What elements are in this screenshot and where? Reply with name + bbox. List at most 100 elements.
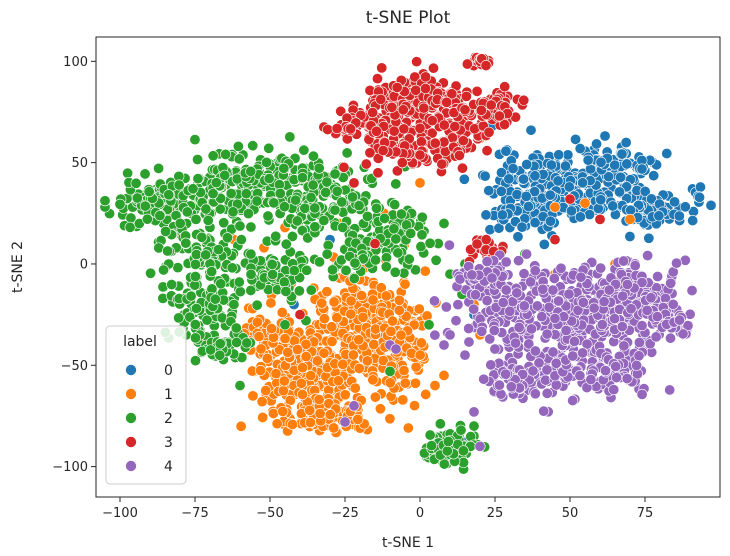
scatter-point — [187, 183, 199, 195]
scatter-point — [652, 271, 664, 283]
scatter-point — [214, 203, 226, 215]
scatter-point — [307, 179, 319, 191]
scatter-point — [99, 195, 111, 207]
scatter-point — [521, 248, 533, 260]
scatter-point — [461, 58, 473, 70]
scatter-point — [633, 350, 645, 362]
scatter-point — [294, 309, 306, 321]
scatter-point — [434, 418, 446, 430]
scatter-point — [570, 133, 582, 145]
scatter-point — [414, 177, 426, 189]
scatter-point — [200, 249, 212, 261]
scatter-point — [280, 285, 292, 297]
scatter-point — [664, 332, 676, 344]
scatter-point — [441, 96, 453, 108]
scatter-point — [415, 337, 427, 349]
scatter-point — [266, 323, 278, 335]
legend-marker-2 — [125, 412, 137, 424]
scatter-point — [389, 199, 401, 211]
scatter-point — [500, 284, 512, 296]
scatter-point — [480, 60, 492, 72]
scatter-point — [297, 362, 309, 374]
scatter-point — [397, 104, 409, 116]
scatter-point — [673, 210, 685, 222]
scatter-point — [153, 162, 165, 174]
scatter-point — [377, 145, 389, 157]
scatter-point — [374, 403, 386, 415]
scatter-point — [438, 369, 450, 381]
scatter-point — [379, 212, 391, 224]
scatter-point — [380, 261, 392, 273]
scatter-point — [694, 181, 706, 193]
scatter-point — [257, 411, 269, 423]
scatter-point — [603, 171, 615, 183]
y-tick-label: 50 — [71, 156, 88, 171]
scatter-point — [665, 277, 677, 289]
scatter-point — [399, 278, 411, 290]
scatter-point — [549, 201, 561, 213]
scatter-point — [621, 279, 633, 291]
scatter-point — [337, 358, 349, 370]
scatter-point — [189, 318, 201, 330]
scatter-point — [341, 147, 353, 159]
scatter-point — [429, 329, 441, 341]
scatter-point — [549, 312, 561, 324]
scatter-point — [158, 264, 170, 276]
scatter-point — [480, 234, 492, 246]
scatter-point — [584, 209, 596, 221]
scatter-point — [189, 258, 201, 270]
scatter-point — [210, 177, 222, 189]
scatter-point — [529, 265, 541, 277]
scatter-point — [245, 284, 257, 296]
scatter-point — [648, 170, 660, 182]
scatter-point — [384, 413, 396, 425]
scatter-point — [595, 156, 607, 168]
scatter-point — [190, 249, 202, 261]
scatter-point — [395, 329, 407, 341]
scatter-point — [415, 241, 427, 253]
scatter-point — [438, 458, 450, 470]
scatter-point — [671, 257, 683, 269]
legend-marker-4 — [125, 460, 137, 472]
scatter-point — [124, 221, 136, 233]
scatter-point — [661, 148, 673, 160]
scatter-point — [290, 194, 302, 206]
scatter-point — [130, 177, 142, 189]
scatter-point — [278, 201, 290, 213]
y-axis-ticks: −100 −50 0 50 100 — [52, 55, 96, 475]
scatter-point — [443, 239, 455, 251]
scatter-point — [423, 319, 435, 331]
scatter-point — [234, 286, 246, 298]
scatter-point — [371, 202, 383, 214]
scatter-point — [585, 373, 597, 385]
scatter-point — [664, 384, 676, 396]
scatter-point — [279, 319, 291, 331]
scatter-point — [550, 357, 562, 369]
scatter-point — [218, 217, 230, 229]
scatter-point — [405, 227, 417, 239]
scatter-point — [440, 301, 452, 313]
scatter-point — [479, 170, 491, 182]
scatter-point — [313, 394, 325, 406]
scatter-point — [531, 300, 543, 312]
scatter-point — [316, 297, 328, 309]
scatter-point — [449, 121, 461, 133]
scatter-point — [414, 122, 426, 134]
scatter-point — [256, 396, 268, 408]
scatter-point — [352, 413, 364, 425]
scatter-point — [181, 206, 193, 218]
scatter-point — [616, 148, 628, 160]
scatter-point — [263, 142, 275, 154]
scatter-point — [471, 85, 483, 97]
scatter-point — [276, 306, 288, 318]
x-tick-label: −25 — [331, 506, 358, 521]
scatter-point — [227, 206, 239, 218]
scatter-point — [457, 445, 469, 457]
legend-label-2: 2 — [164, 411, 173, 427]
scatter-point — [555, 262, 567, 274]
scatter-point — [385, 325, 397, 337]
scatter-point — [521, 159, 533, 171]
scatter-point — [621, 158, 633, 170]
scatter-point — [442, 435, 454, 447]
scatter-point — [468, 420, 480, 432]
